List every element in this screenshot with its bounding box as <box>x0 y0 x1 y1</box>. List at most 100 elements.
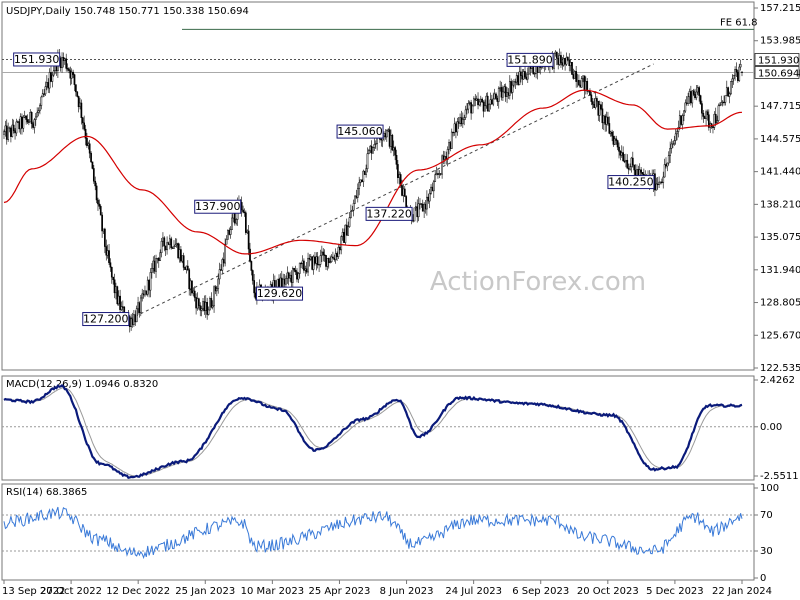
candle-body <box>289 274 291 279</box>
candle-body <box>397 164 399 178</box>
candle-body <box>669 148 671 156</box>
candle-body <box>309 256 312 260</box>
candle-body <box>455 123 457 133</box>
candle-body <box>734 69 736 76</box>
candle-body <box>659 181 662 183</box>
candle-body <box>233 212 236 224</box>
candle-body <box>362 170 365 182</box>
candle-body <box>477 98 479 106</box>
x-tick-label: 12 Dec 2022 <box>106 586 170 597</box>
candle-body <box>22 117 25 129</box>
candle-body <box>5 125 8 140</box>
candle-body <box>229 229 232 235</box>
candle-body <box>728 93 731 97</box>
candle-body <box>128 316 131 327</box>
candle-body <box>105 246 108 256</box>
candle-body <box>387 129 390 132</box>
candle-body <box>459 117 461 124</box>
candle-body <box>290 274 293 283</box>
candle-body <box>695 91 698 99</box>
y-tick-label: 135.075 <box>760 232 800 243</box>
candle-body <box>246 230 249 233</box>
candle-body <box>131 318 134 325</box>
candle-body <box>627 167 630 170</box>
candle-body <box>65 58 68 69</box>
candle-body <box>50 72 52 82</box>
candle-body <box>384 133 387 138</box>
candle-body <box>329 261 332 263</box>
candle-body <box>629 166 631 170</box>
macd-tick-label: -2.5511 <box>760 471 799 482</box>
candle-body <box>52 70 55 76</box>
candle-body <box>557 58 560 65</box>
candle-body <box>598 104 601 116</box>
candle-body <box>26 119 29 123</box>
candle-body <box>427 196 430 202</box>
candle-body <box>486 95 489 112</box>
candle-body <box>417 203 420 218</box>
candle-body <box>633 164 636 171</box>
candle-body <box>702 112 705 117</box>
price-tag-box <box>754 66 800 79</box>
watermark: ActionForex.com <box>430 267 646 297</box>
candle-body <box>391 135 394 151</box>
candle-body <box>97 199 99 205</box>
candle-body <box>618 146 620 152</box>
candle-body <box>502 91 504 98</box>
candle-body <box>155 258 157 272</box>
candle-body <box>579 84 582 88</box>
candle-body <box>177 243 179 259</box>
candle-body <box>348 217 351 227</box>
candle-body <box>12 124 15 132</box>
candle-body <box>466 108 468 111</box>
candle-body <box>456 121 459 133</box>
candle-body <box>198 298 200 306</box>
candle-body <box>499 87 501 89</box>
candle-body <box>92 168 95 182</box>
candle-body <box>322 251 325 256</box>
annotation-label: 151.890 <box>507 53 553 66</box>
candle-body <box>511 84 514 93</box>
candle-body <box>137 302 139 310</box>
candle-body <box>159 252 162 261</box>
candle-body <box>99 206 102 216</box>
candle-body <box>345 224 348 236</box>
candle-body <box>222 259 225 264</box>
y-tick-label: 122.535 <box>760 363 800 374</box>
candle-body <box>474 98 477 101</box>
candle-body <box>94 180 97 187</box>
candle-body <box>571 62 573 75</box>
candle-body <box>305 268 308 273</box>
candle-body <box>453 123 456 133</box>
candle-body <box>716 120 718 124</box>
candle-body <box>497 88 500 102</box>
candle-body <box>414 206 417 209</box>
candle-body <box>366 153 369 170</box>
candle-body <box>193 290 196 298</box>
candle-body <box>308 257 311 260</box>
candle-body <box>520 71 522 76</box>
candle-body <box>656 183 659 186</box>
candle-body <box>242 209 244 213</box>
candle-body <box>344 224 347 243</box>
candle-body <box>314 256 316 264</box>
candle-body <box>622 152 624 162</box>
candle-body <box>285 278 287 285</box>
candle-body <box>3 131 5 135</box>
candle-body <box>363 170 366 175</box>
candle-body <box>34 116 37 120</box>
candle-body <box>395 155 398 165</box>
candle-body <box>210 298 213 308</box>
candle-body <box>174 244 177 247</box>
candle-body <box>145 290 148 295</box>
candle-body <box>730 81 732 94</box>
candle-body <box>36 112 39 118</box>
candle-body <box>152 260 155 269</box>
candle-body <box>385 130 388 138</box>
rsi-tick-label: 100 <box>760 483 779 494</box>
candle-body <box>352 203 355 211</box>
right-price-tags: 151.930 150.694 <box>754 53 800 79</box>
candle-body <box>674 133 677 141</box>
rsi-panel-frame <box>1 483 755 581</box>
annotation-label: 127.200 <box>83 313 129 326</box>
